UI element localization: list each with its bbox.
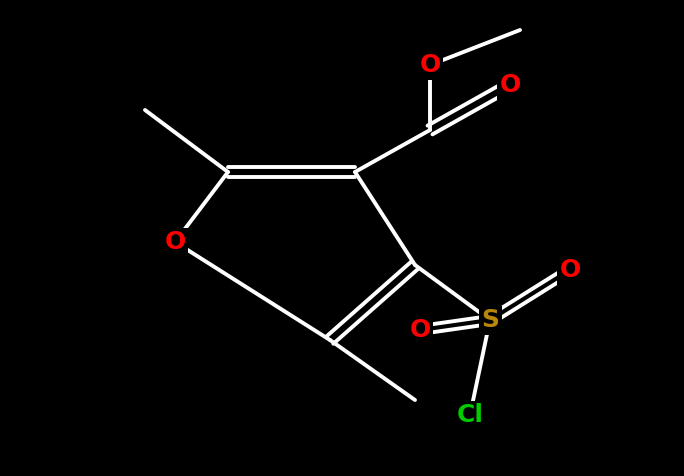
Text: O: O — [499, 73, 521, 97]
Text: O: O — [410, 318, 431, 342]
Text: O: O — [164, 230, 185, 254]
Text: Cl: Cl — [456, 403, 484, 427]
Text: O: O — [419, 53, 440, 77]
Text: S: S — [481, 308, 499, 332]
Text: O: O — [560, 258, 581, 282]
